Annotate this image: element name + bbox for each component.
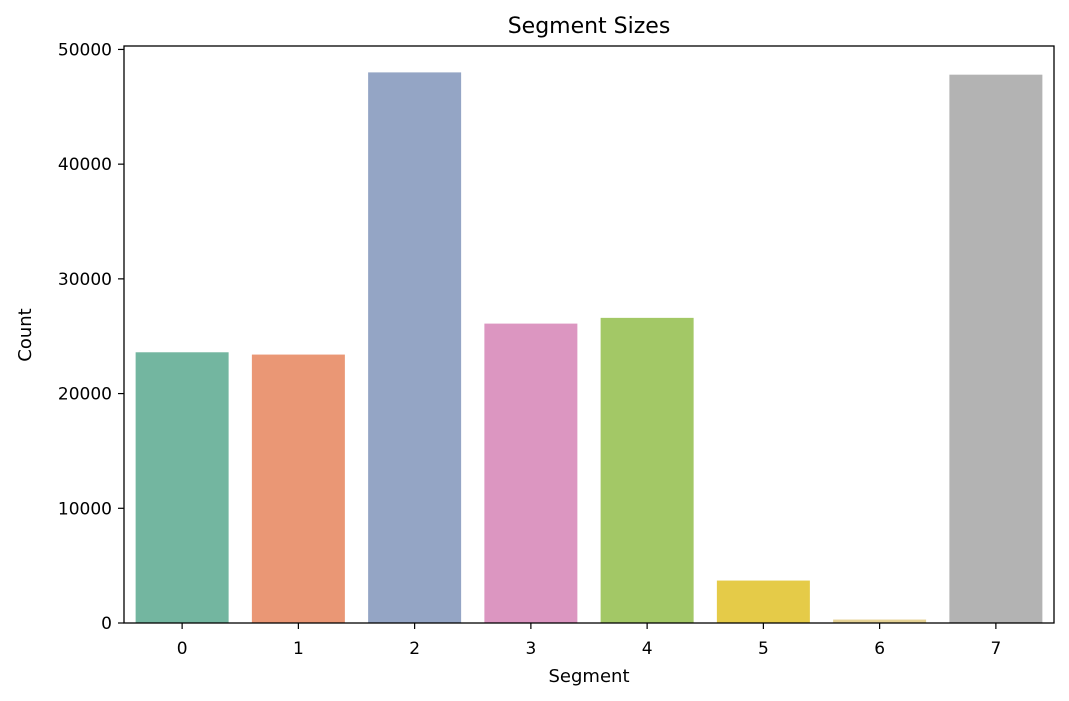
bar-segment-6 bbox=[833, 619, 927, 623]
bar-segment-3 bbox=[484, 323, 578, 623]
y-tick-label: 30000 bbox=[58, 270, 112, 290]
bar-segment-1 bbox=[251, 354, 345, 623]
x-tick-label: 2 bbox=[409, 639, 420, 659]
y-tick-label: 20000 bbox=[58, 385, 112, 405]
x-tick-label: 7 bbox=[990, 639, 1001, 659]
chart-title: Segment Sizes bbox=[508, 14, 671, 39]
y-tick-label: 40000 bbox=[58, 155, 112, 175]
x-axis-label: Segment bbox=[549, 666, 630, 687]
y-tick-label: 50000 bbox=[58, 40, 112, 60]
x-tick-label: 1 bbox=[293, 639, 304, 659]
y-tick-label: 10000 bbox=[58, 499, 112, 519]
x-tick-label: 4 bbox=[642, 639, 653, 659]
bar-segment-7 bbox=[949, 74, 1043, 624]
x-tick-label: 5 bbox=[758, 639, 769, 659]
bar-segment-5 bbox=[716, 580, 810, 623]
x-tick-label: 0 bbox=[177, 639, 188, 659]
y-axis-ticks: 0 10000 20000 30000 40000 50000 bbox=[58, 40, 124, 634]
x-tick-label: 3 bbox=[525, 639, 536, 659]
bars-group bbox=[135, 72, 1043, 624]
plot-frame bbox=[123, 45, 1055, 624]
x-axis-ticks: 0 1 2 3 4 5 6 7 bbox=[177, 623, 1001, 659]
y-axis-label: Count bbox=[15, 308, 36, 361]
bar-segment-2 bbox=[368, 72, 462, 624]
bar-segment-4 bbox=[600, 317, 694, 623]
y-tick-label: 0 bbox=[101, 614, 112, 634]
x-tick-label: 6 bbox=[874, 639, 885, 659]
bar-segment-0 bbox=[135, 352, 229, 623]
